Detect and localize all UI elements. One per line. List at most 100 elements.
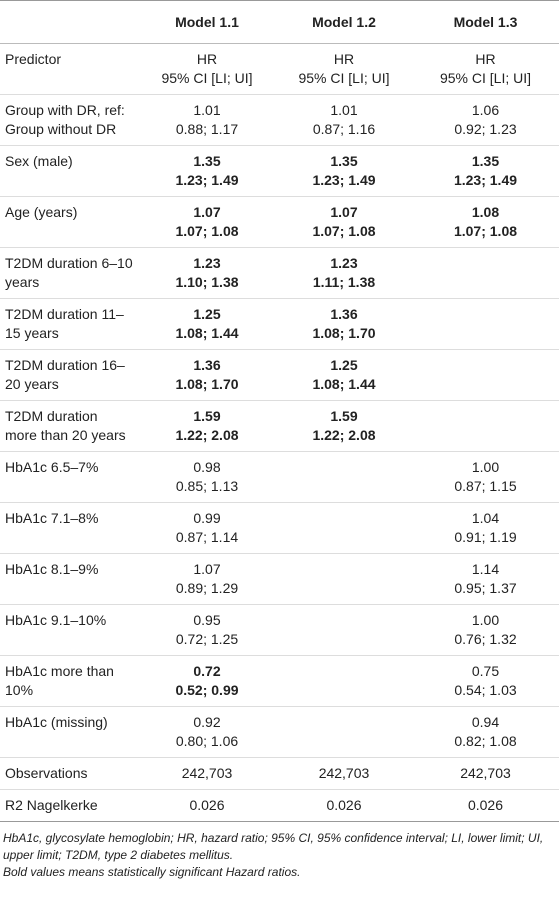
row-label: R2 Nagelkerke [0, 789, 138, 822]
hazard-ratio: 1.25 [330, 357, 358, 373]
confidence-interval: 0.52; 0.99 [175, 682, 239, 698]
value-cell: 0.75 0.54; 1.03 [412, 655, 559, 707]
value-cell [276, 706, 412, 758]
value-cell [276, 655, 412, 707]
hazard-ratio: 1.00 [471, 612, 500, 628]
value-cell: 0.92 0.80; 1.06 [138, 706, 276, 758]
hazard-ratio: 1.59 [193, 408, 221, 424]
confidence-interval: 95% CI [LI; UI] [161, 70, 253, 86]
confidence-interval: 1.23; 1.49 [312, 172, 376, 188]
row-label: HbA1c 8.1–9% [0, 553, 138, 605]
column-header: Model 1.3 [412, 0, 559, 44]
value-cell: 1.35 1.23; 1.49 [412, 145, 559, 197]
confidence-interval: 1.08; 1.44 [312, 376, 376, 392]
row-label: T2DM duration 11–15 years [0, 298, 138, 350]
footnote: Bold values means statistically signific… [3, 865, 301, 879]
hazard-ratio: 0.95 [193, 612, 221, 628]
value-cell: 0.026 [138, 789, 276, 822]
table-row: Sex (male) 1.35 1.23; 1.49 1.35 1.23; 1.49 1.… [0, 145, 559, 197]
hazard-ratio: 0.75 [471, 663, 500, 679]
value-cell: 0.94 0.82; 1.08 [412, 706, 559, 758]
row-label: Age (years) [0, 196, 138, 248]
table-row: Observations 242,703 242,703 242,703 [0, 757, 559, 790]
row-label: HbA1c (missing) [0, 706, 138, 758]
table-row: HbA1c (missing) 0.92 0.80; 1.06 0.94 0.82; 1… [0, 706, 559, 758]
value-cell [412, 247, 559, 299]
table-row: HbA1c 8.1–9% 1.07 0.89; 1.29 1.14 0.95; 1.37 [0, 553, 559, 605]
hazard-ratio: 1.25 [193, 306, 221, 322]
table-row: T2DM duration more than 20 years 1.59 1.22… [0, 400, 559, 452]
hazard-ratio: 1.23 [330, 255, 358, 271]
row-label: HbA1c 7.1–8% [0, 502, 138, 554]
value-cell: 0.026 [412, 789, 559, 822]
value-cell [412, 400, 559, 452]
table-row: R2 Nagelkerke 0.026 0.026 0.026 [0, 789, 559, 822]
table-row: HbA1c 7.1–8% 0.99 0.87; 1.14 1.04 0.91; 1.19 [0, 502, 559, 554]
confidence-interval: 0.92; 1.23 [454, 121, 517, 137]
value-cell: 1.14 0.95; 1.37 [412, 553, 559, 605]
hazard-ratio: 1.08 [471, 204, 500, 220]
value-cell: HR 95% CI [LI; UI] [276, 43, 412, 95]
confidence-interval: 1.08; 1.70 [312, 325, 376, 341]
row-label: Predictor [0, 43, 138, 95]
value-cell [276, 451, 412, 503]
value-cell: 1.23 1.10; 1.38 [138, 247, 276, 299]
confidence-interval: 1.07; 1.08 [175, 223, 239, 239]
confidence-interval: 1.22; 2.08 [312, 427, 376, 443]
value-cell [276, 604, 412, 656]
row-label: T2DM duration more than 20 years [0, 400, 138, 452]
hazard-ratio: 1.07 [330, 204, 358, 220]
hazard-ratio: 0.92 [193, 714, 221, 730]
table-row: HbA1c 9.1–10% 0.95 0.72; 1.25 1.00 0.76; 1.3… [0, 604, 559, 656]
value-cell: 0.98 0.85; 1.13 [138, 451, 276, 503]
hazard-ratio: 1.01 [330, 102, 358, 118]
hazard-ratio: 0.98 [193, 459, 221, 475]
table-row: T2DM duration 16–20 years 1.36 1.08; 1.70 1… [0, 349, 559, 401]
value-cell: 1.35 1.23; 1.49 [276, 145, 412, 197]
value-cell [412, 349, 559, 401]
value-cell: 1.07 1.07; 1.08 [276, 196, 412, 248]
value-cell [276, 502, 412, 554]
value-cell: 1.01 0.88; 1.17 [138, 94, 276, 146]
value-cell [276, 553, 412, 605]
value-cell: 1.25 1.08; 1.44 [276, 349, 412, 401]
footnotes: HbA1c, glycosylate hemoglobin; HR, hazar… [0, 822, 559, 881]
value-cell: 1.07 0.89; 1.29 [138, 553, 276, 605]
confidence-interval: 0.82; 1.08 [454, 733, 517, 749]
row-label: Sex (male) [0, 145, 138, 197]
confidence-interval: 0.89; 1.29 [175, 580, 239, 596]
value-cell: HR 95% CI [LI; UI] [138, 43, 276, 95]
hazard-ratio: 1.06 [471, 102, 500, 118]
hazard-ratio: 1.35 [471, 153, 500, 169]
hazard-ratio: 0.72 [193, 663, 221, 679]
header-row: Model 1.1 Model 1.2 Model 1.3 [0, 0, 559, 44]
value-cell: 242,703 [138, 757, 276, 790]
value-cell: 1.08 1.07; 1.08 [412, 196, 559, 248]
value-cell: 1.25 1.08; 1.44 [138, 298, 276, 350]
hazard-ratio: 242,703 [318, 765, 370, 781]
hazard-ratio: 1.04 [471, 510, 500, 526]
confidence-interval: 1.08; 1.70 [175, 376, 239, 392]
confidence-interval: 95% CI [LI; UI] [439, 70, 532, 86]
confidence-interval: 1.07; 1.08 [312, 223, 376, 239]
value-cell: 1.04 0.91; 1.19 [412, 502, 559, 554]
confidence-interval: 0.80; 1.06 [175, 733, 239, 749]
value-cell: 1.36 1.08; 1.70 [276, 298, 412, 350]
hazard-ratio: HR [196, 51, 218, 67]
confidence-interval: 0.76; 1.32 [454, 631, 517, 647]
table-row: Predictor HR 95% CI [LI; UI] HR 95% CI [LI; … [0, 43, 559, 95]
value-cell: 1.00 0.76; 1.32 [412, 604, 559, 656]
hazard-ratio: 1.14 [471, 561, 500, 577]
confidence-interval: 1.22; 2.08 [175, 427, 239, 443]
hazard-ratio: 0.026 [189, 797, 225, 813]
confidence-interval: 0.72; 1.25 [175, 631, 239, 647]
hazard-ratio: 1.36 [193, 357, 221, 373]
row-label: HbA1c 6.5–7% [0, 451, 138, 503]
table-row: T2DM duration 6–10 years 1.23 1.10; 1.38 1.… [0, 247, 559, 299]
hazard-ratio: 242,703 [460, 765, 511, 781]
confidence-interval: 95% CI [LI; UI] [298, 70, 390, 86]
confidence-interval: 0.87; 1.14 [175, 529, 239, 545]
value-cell: 1.06 0.92; 1.23 [412, 94, 559, 146]
confidence-interval: 0.87; 1.15 [454, 478, 517, 494]
